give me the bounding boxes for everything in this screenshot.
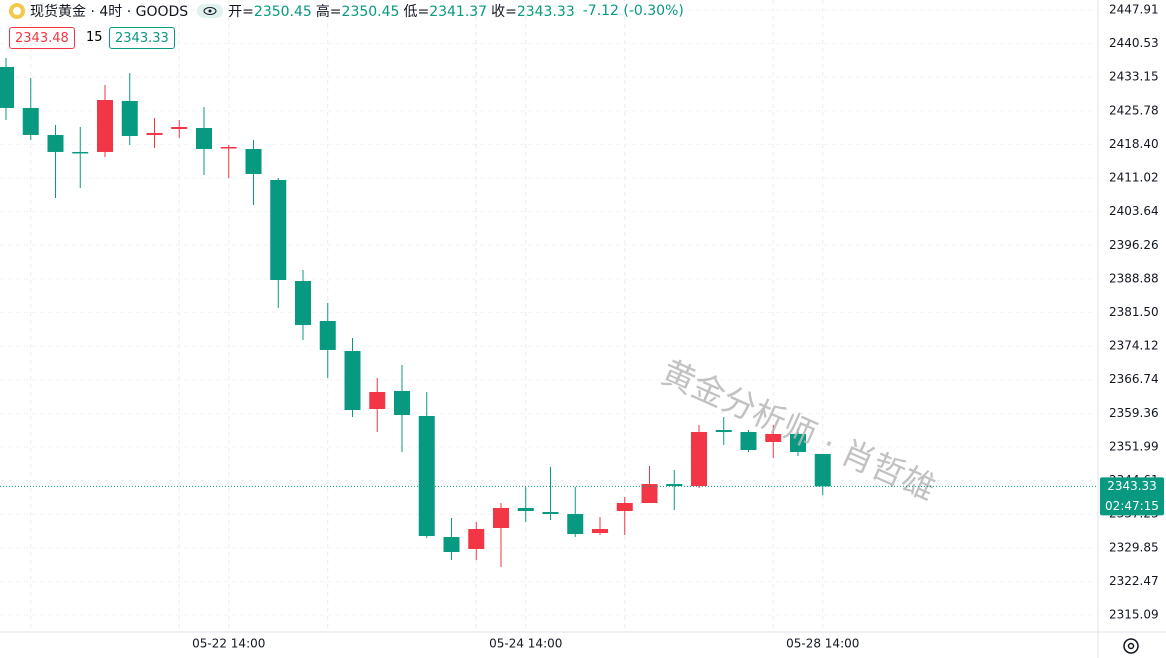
- last-price-label: 2343.33: [1107, 479, 1157, 493]
- ask-box[interactable]: 2343.33: [109, 27, 175, 49]
- y-tick-label: 2322.47: [1109, 574, 1159, 588]
- candle-body: [121, 100, 138, 136]
- y-tick-label: 2425.78: [1109, 103, 1159, 117]
- candle-body: [72, 151, 89, 154]
- y-tick-label: 2418.40: [1109, 137, 1159, 151]
- y-tick-label: 2374.12: [1109, 339, 1159, 353]
- y-tick-label: 2359.36: [1109, 406, 1159, 420]
- candle-body: [790, 433, 806, 453]
- header: 现货黄金 · 4时 · GOODS 开=2350.45 高=2350.45 低=23…: [8, 1, 688, 21]
- visibility-toggle[interactable]: [196, 2, 224, 20]
- candle-body: [22, 107, 39, 135]
- candle-body: [245, 149, 262, 174]
- candle-body: [567, 514, 584, 535]
- last-price-box: [1100, 477, 1164, 516]
- spread: 15: [86, 30, 103, 45]
- candle-body: [691, 432, 707, 487]
- x-tick-label: 05-24 14:00: [489, 637, 562, 651]
- candle-body: [666, 483, 683, 487]
- change: -7.12 (-0.30%): [582, 3, 684, 19]
- y-tick-label: 2396.26: [1109, 238, 1159, 252]
- symbol-icon: [9, 3, 25, 19]
- y-tick-label: 2329.85: [1109, 540, 1159, 554]
- ohlc-label: 高=: [315, 4, 342, 20]
- candle-body: [0, 66, 14, 108]
- y-tick-label: 2381.50: [1109, 305, 1159, 319]
- ohlc-label: 低=: [403, 4, 430, 20]
- candle-body: [369, 391, 386, 410]
- y-tick-label: 2388.88: [1109, 271, 1159, 285]
- candle-body: [443, 537, 460, 553]
- candle-body: [493, 508, 509, 529]
- candle-body: [146, 132, 163, 135]
- candle-body: [740, 432, 757, 451]
- candle-body: [468, 529, 485, 550]
- candle-body: [47, 134, 64, 152]
- x-tick-label: 05-22 14:00: [192, 637, 265, 651]
- ohlc-value: 2350.45: [341, 4, 400, 20]
- ohlc-value: 2343.33: [516, 4, 575, 20]
- candle-body: [517, 508, 534, 512]
- candle-body: [344, 350, 361, 411]
- y-tick-label: 2403.64: [1109, 204, 1159, 218]
- candle-body: [814, 453, 831, 487]
- candle-body: [295, 281, 311, 326]
- y-tick-label: 2351.99: [1109, 439, 1159, 453]
- candle-body: [542, 512, 559, 515]
- candle-body: [641, 483, 658, 503]
- ohlc-value: 2350.45: [253, 4, 312, 20]
- candle-body: [319, 321, 336, 350]
- candle-body: [715, 430, 732, 433]
- candle-body: [592, 529, 608, 534]
- countdown: 02:47:15: [1105, 499, 1159, 513]
- ohlc-label: 收=: [491, 4, 517, 20]
- y-tick-label: 2315.09: [1109, 608, 1159, 622]
- y-tick-label: 2440.53: [1109, 36, 1159, 50]
- y-tick-label: 2366.74: [1109, 372, 1159, 386]
- candle-body: [616, 502, 633, 512]
- candle-body: [220, 146, 237, 149]
- candle-body: [394, 390, 410, 415]
- candle-body: [171, 127, 188, 130]
- grid: [0, 0, 1098, 632]
- ohlc: 开=2350.45 高=2350.45 低=2341.37 收=2343.33: [228, 1, 579, 21]
- candle-body: [418, 415, 435, 537]
- ohlc-value: 2341.37: [429, 4, 488, 20]
- y-tick-label: 2447.91: [1109, 2, 1159, 16]
- candle-body: [765, 433, 782, 442]
- settings-icon[interactable]: [1123, 638, 1139, 654]
- y-tick-label: 2411.02: [1109, 171, 1159, 185]
- candle-body: [270, 179, 287, 281]
- bid-box[interactable]: 2343.48: [9, 27, 75, 49]
- symbol-title: 现货黄金 · 4时 · GOODS: [30, 4, 189, 20]
- candle-body: [97, 99, 113, 152]
- ohlc-label: 开=: [228, 4, 254, 20]
- y-tick-label: 2433.15: [1109, 70, 1159, 84]
- x-tick-label: 05-28 14:00: [786, 637, 859, 651]
- candle-body: [196, 128, 212, 150]
